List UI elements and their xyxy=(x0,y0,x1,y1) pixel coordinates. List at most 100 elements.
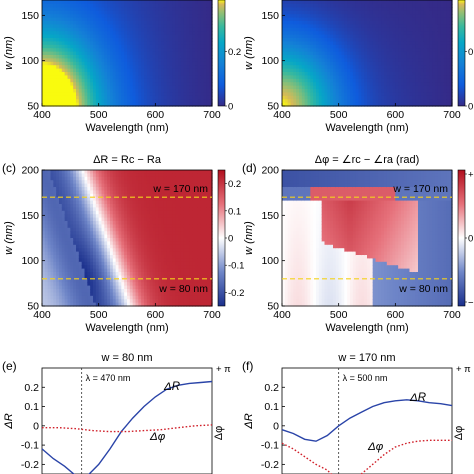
y-tick-label: -0.2 xyxy=(21,459,39,471)
y-tick-label: 200 xyxy=(261,165,279,177)
y-tick-label: 100 xyxy=(261,55,279,67)
colorbar xyxy=(217,0,226,107)
y-axis-label: w (nm) xyxy=(243,36,255,70)
x-tick-label: 500 xyxy=(330,109,348,121)
panel-title: w = 80 nm xyxy=(100,352,152,364)
x-axis-label: Wavelength (nm) xyxy=(325,122,408,134)
y-tick-label: 100 xyxy=(261,255,279,267)
plot-frame xyxy=(41,367,213,474)
colorbar-tick-label: 0 xyxy=(228,234,233,245)
right-tick-label: + π xyxy=(456,364,471,375)
wavelength-marker-label: λ = 500 nm xyxy=(343,373,388,383)
x-tick-label: 700 xyxy=(203,309,221,321)
panel-label: (e) xyxy=(2,359,17,373)
x-tick-label: 700 xyxy=(203,109,221,121)
colorbar-tick-label: 0.2 xyxy=(228,47,241,58)
right-tick-label: + π xyxy=(216,364,231,375)
colorbar-tick-label: + π xyxy=(468,170,474,181)
w-annotation: w = 170 nm xyxy=(392,183,448,195)
y-tick-label: -0.2 xyxy=(261,459,279,471)
colorbar-tick-label: 0 xyxy=(468,234,473,245)
x-tick-label: 600 xyxy=(147,109,165,121)
y-tick-label: 50 xyxy=(27,101,39,113)
colorbar-tick-label: 0 xyxy=(468,102,473,113)
x-tick-label: 400 xyxy=(273,309,291,321)
series-label: ΔR xyxy=(163,381,180,393)
w-annotation: w = 80 nm xyxy=(398,283,448,295)
y-axis-label: w (nm) xyxy=(243,221,255,255)
panel-title: ΔR = Rc − Ra xyxy=(93,154,162,166)
y-tick-label: 50 xyxy=(267,301,279,313)
y-tick-label: -0.1 xyxy=(261,440,279,452)
y-tick-label: 0 xyxy=(273,420,279,432)
x-tick-label: 500 xyxy=(90,309,108,321)
colorbar xyxy=(457,0,466,107)
x-tick-label: 500 xyxy=(330,309,348,321)
right-axis-label: Δφ xyxy=(213,426,225,440)
x-tick-label: 700 xyxy=(443,109,461,121)
x-tick-label: 400 xyxy=(273,109,291,121)
heatmap-cells xyxy=(42,0,213,107)
plot-frame xyxy=(281,0,453,107)
y-tick-label: 50 xyxy=(27,301,39,313)
x-tick-label: 500 xyxy=(90,109,108,121)
plot-frame xyxy=(41,0,213,107)
colorbar-tick-label: − π xyxy=(468,298,474,309)
x-tick-label: 600 xyxy=(387,309,405,321)
colorbar-tick-label: -0.1 xyxy=(228,261,244,272)
series-line xyxy=(281,399,453,442)
y-tick-label: 150 xyxy=(261,10,279,22)
x-tick-label: 400 xyxy=(33,109,51,121)
panel-label: (f) xyxy=(242,359,253,373)
x-tick-label: 600 xyxy=(147,309,165,321)
panel-label: (c) xyxy=(2,161,16,175)
colorbar-tick-label: 0.2 xyxy=(228,179,241,190)
colorbar xyxy=(457,169,466,307)
y-tick-label: 100 xyxy=(21,255,39,267)
y-axis-label: w (nm) xyxy=(3,36,15,70)
y-axis-label: w (nm) xyxy=(3,221,15,255)
x-tick-label: 700 xyxy=(443,309,461,321)
colorbar-tick-label: 0.2 xyxy=(468,47,474,58)
heatmap-cells xyxy=(42,170,213,307)
y-tick-label: 0.2 xyxy=(24,382,39,394)
x-axis-label: Wavelength (nm) xyxy=(85,322,168,334)
colorbar-tick-label: 0 xyxy=(228,102,233,113)
y-tick-label: 0 xyxy=(33,420,39,432)
x-axis-label: Wavelength (nm) xyxy=(85,122,168,134)
right-axis-label: Δφ xyxy=(453,426,465,440)
panel-title: w = 170 nm xyxy=(337,352,395,364)
series-label: Δφ xyxy=(149,431,166,443)
y-tick-label: 0.1 xyxy=(24,401,39,413)
series-label: Δφ xyxy=(367,441,384,453)
x-axis-label: Wavelength (nm) xyxy=(325,322,408,334)
panel-title: Δφ = ∠rc − ∠ra (rad) xyxy=(315,154,420,166)
plot-frame xyxy=(281,169,453,307)
y-tick-label: 150 xyxy=(21,210,39,222)
series-label: ΔR xyxy=(409,392,426,404)
heatmap-cells xyxy=(282,170,453,307)
y-axis-label: ΔR xyxy=(243,413,255,429)
plot-frame xyxy=(41,169,213,307)
y-tick-label: 0.1 xyxy=(264,401,279,413)
y-tick-label: 150 xyxy=(261,210,279,222)
y-tick-label: -0.1 xyxy=(21,440,39,452)
plot-frame xyxy=(281,367,453,474)
y-tick-label: 50 xyxy=(267,101,279,113)
y-tick-label: 0.2 xyxy=(264,382,279,394)
colorbar-tick-label: 0.1 xyxy=(228,206,241,217)
y-axis-label: ΔR xyxy=(3,413,15,429)
x-tick-label: 400 xyxy=(33,309,51,321)
w-annotation: w = 170 nm xyxy=(152,183,208,195)
panel-label: (d) xyxy=(242,161,257,175)
colorbar-tick-label: -0.2 xyxy=(228,288,244,299)
w-annotation: w = 80 nm xyxy=(158,283,208,295)
wavelength-marker-label: λ = 470 nm xyxy=(86,373,131,383)
y-tick-label: 100 xyxy=(21,55,39,67)
heatmap-cells xyxy=(282,0,453,107)
y-tick-label: 150 xyxy=(21,10,39,22)
series-line xyxy=(281,439,452,474)
y-tick-label: 200 xyxy=(21,165,39,177)
colorbar xyxy=(217,169,226,307)
